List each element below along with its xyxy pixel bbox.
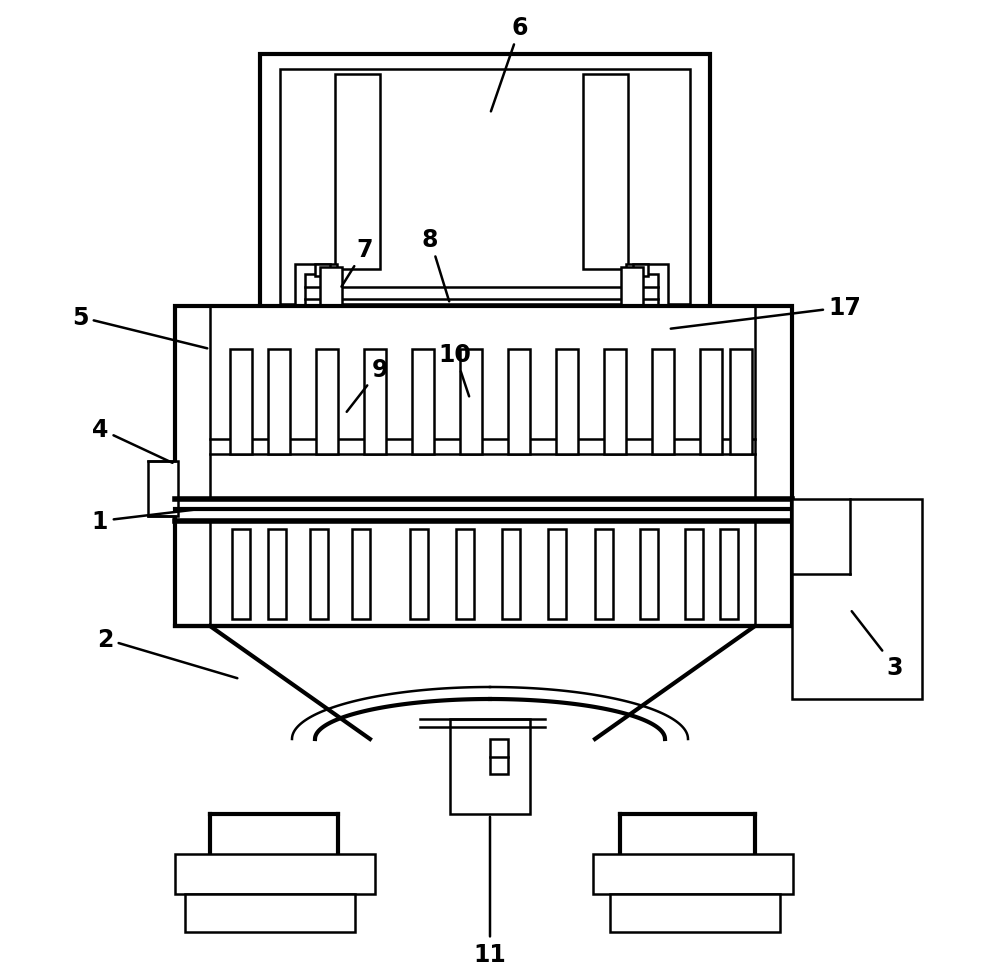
Bar: [651, 350, 673, 455]
Bar: [593, 854, 792, 894]
Text: 11: 11: [473, 817, 506, 966]
Bar: [791, 500, 921, 699]
Bar: [595, 529, 613, 619]
Text: 6: 6: [490, 16, 528, 112]
Bar: [268, 529, 286, 619]
Bar: [411, 350, 433, 455]
Bar: [583, 75, 627, 270]
Bar: [232, 529, 250, 619]
Bar: [260, 55, 709, 310]
Bar: [729, 350, 751, 455]
Bar: [268, 350, 290, 455]
Bar: [609, 429, 643, 441]
Bar: [185, 894, 355, 932]
Text: 1: 1: [91, 510, 197, 533]
Bar: [489, 739, 508, 775]
Bar: [315, 265, 330, 277]
Bar: [364, 350, 385, 455]
Bar: [719, 529, 737, 619]
Bar: [684, 529, 702, 619]
Text: 17: 17: [670, 295, 861, 330]
Bar: [316, 350, 338, 455]
Text: 8: 8: [421, 228, 448, 302]
Bar: [295, 265, 337, 334]
Bar: [626, 265, 667, 334]
Text: 10: 10: [438, 342, 471, 397]
Bar: [508, 350, 530, 455]
Bar: [310, 529, 328, 619]
Bar: [352, 529, 370, 619]
Bar: [632, 275, 657, 330]
Bar: [449, 719, 530, 814]
Bar: [699, 350, 721, 455]
Bar: [320, 268, 342, 437]
Bar: [455, 529, 473, 619]
Text: 3: 3: [851, 611, 903, 680]
Bar: [230, 350, 252, 455]
Bar: [639, 529, 657, 619]
Text: 4: 4: [91, 418, 173, 464]
Bar: [175, 854, 375, 894]
Text: 7: 7: [341, 238, 373, 288]
Bar: [409, 529, 427, 619]
Text: 2: 2: [96, 627, 237, 679]
Bar: [280, 70, 689, 305]
Bar: [175, 307, 791, 626]
Bar: [604, 350, 626, 455]
Bar: [459, 350, 481, 455]
Bar: [502, 529, 520, 619]
Bar: [147, 462, 178, 516]
Bar: [335, 75, 379, 270]
Text: 5: 5: [71, 306, 207, 349]
Bar: [632, 265, 647, 277]
Bar: [610, 894, 779, 932]
Bar: [313, 429, 348, 441]
Bar: [548, 529, 566, 619]
Text: 9: 9: [346, 358, 388, 413]
Bar: [305, 275, 330, 330]
Bar: [621, 268, 642, 437]
Bar: [556, 350, 578, 455]
